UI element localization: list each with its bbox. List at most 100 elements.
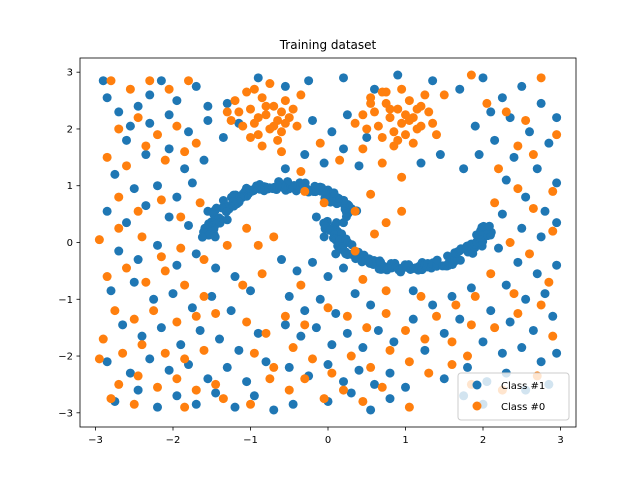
- point-class-1: [122, 218, 131, 228]
- point-class-1: [277, 255, 286, 265]
- point-class-1: [253, 73, 263, 83]
- point-class-1: [164, 365, 174, 375]
- point-class-1: [141, 201, 151, 211]
- point-class-0: [211, 379, 221, 389]
- point-class-0: [280, 311, 290, 321]
- point-class-1: [296, 331, 306, 341]
- point-class-0: [261, 110, 271, 120]
- point-class-1: [439, 374, 449, 384]
- point-class-0: [133, 206, 143, 216]
- point-class-1: [222, 98, 232, 108]
- point-class-0: [416, 291, 426, 301]
- point-class-1: [145, 354, 155, 364]
- point-class-0: [222, 240, 232, 250]
- point-class-1: [210, 232, 220, 242]
- point-class-0: [381, 308, 391, 318]
- point-class-1: [497, 209, 507, 219]
- point-class-0: [377, 158, 387, 168]
- point-class-1: [133, 255, 143, 265]
- point-class-0: [408, 138, 418, 148]
- point-class-1: [548, 311, 558, 321]
- point-class-0: [133, 113, 143, 123]
- point-class-0: [222, 107, 232, 117]
- point-class-1: [133, 385, 143, 395]
- point-class-1: [327, 340, 337, 350]
- point-class-0: [149, 306, 159, 316]
- point-class-0: [381, 286, 391, 296]
- point-class-1: [401, 382, 410, 392]
- point-class-0: [118, 348, 128, 358]
- point-class-1: [187, 178, 197, 188]
- point-class-0: [420, 334, 430, 344]
- point-class-1: [366, 300, 376, 310]
- point-class-1: [350, 289, 360, 299]
- point-class-1: [373, 325, 383, 335]
- point-class-0: [234, 107, 244, 117]
- point-class-0: [261, 328, 271, 338]
- point-class-0: [416, 101, 426, 111]
- point-class-1: [211, 263, 221, 273]
- point-class-1: [280, 164, 290, 174]
- point-class-1: [408, 314, 418, 324]
- point-class-1: [513, 257, 523, 267]
- point-class-0: [296, 90, 306, 100]
- point-class-0: [106, 394, 116, 404]
- point-class-0: [300, 186, 310, 196]
- point-class-0: [494, 164, 503, 174]
- point-class-0: [536, 300, 546, 310]
- point-class-0: [513, 308, 523, 318]
- point-class-0: [246, 132, 255, 142]
- point-class-0: [447, 360, 457, 370]
- point-class-1: [246, 286, 255, 296]
- point-class-0: [424, 368, 434, 378]
- point-class-1: [536, 232, 546, 242]
- point-class-0: [249, 84, 259, 94]
- point-class-0: [277, 107, 286, 117]
- point-class-1: [501, 280, 511, 290]
- point-class-0: [257, 269, 267, 279]
- x-axis: −3 −2 −1 0 1 2 3: [88, 427, 564, 446]
- point-class-1: [118, 320, 128, 330]
- point-class-1: [172, 391, 182, 401]
- point-class-0: [122, 161, 131, 171]
- point-class-1: [292, 266, 302, 276]
- point-class-1: [540, 289, 550, 299]
- point-class-0: [393, 104, 403, 114]
- point-class-0: [509, 289, 519, 299]
- point-class-0: [269, 232, 279, 242]
- point-class-0: [94, 354, 104, 364]
- point-class-1: [269, 405, 279, 415]
- point-class-0: [102, 152, 112, 162]
- point-class-0: [404, 96, 414, 106]
- point-class-0: [486, 269, 496, 279]
- point-class-1: [114, 107, 124, 117]
- point-class-1: [532, 269, 542, 279]
- point-class-1: [211, 388, 221, 398]
- point-class-0: [145, 76, 155, 86]
- point-class-0: [315, 138, 325, 148]
- point-class-1: [191, 249, 201, 259]
- point-class-1: [540, 206, 550, 216]
- point-class-0: [544, 277, 554, 287]
- point-class-0: [191, 138, 201, 148]
- point-class-0: [269, 362, 279, 372]
- point-class-0: [172, 374, 182, 384]
- point-class-1: [203, 101, 213, 111]
- point-class-1: [199, 155, 209, 165]
- point-class-1: [521, 192, 531, 202]
- point-class-1: [455, 84, 465, 94]
- point-class-1: [284, 362, 294, 372]
- point-class-0: [346, 351, 356, 361]
- point-class-0: [381, 218, 391, 228]
- point-class-0: [129, 399, 139, 409]
- point-class-0: [358, 396, 368, 406]
- point-class-0: [137, 232, 147, 242]
- point-class-0: [366, 93, 376, 103]
- chart-title: Training dataset: [279, 38, 377, 52]
- point-class-0: [265, 374, 275, 384]
- point-class-0: [412, 124, 422, 134]
- x-tick-label: 3: [557, 435, 563, 446]
- point-class-0: [401, 130, 410, 140]
- point-class-0: [269, 101, 279, 111]
- points-layer: [94, 70, 562, 415]
